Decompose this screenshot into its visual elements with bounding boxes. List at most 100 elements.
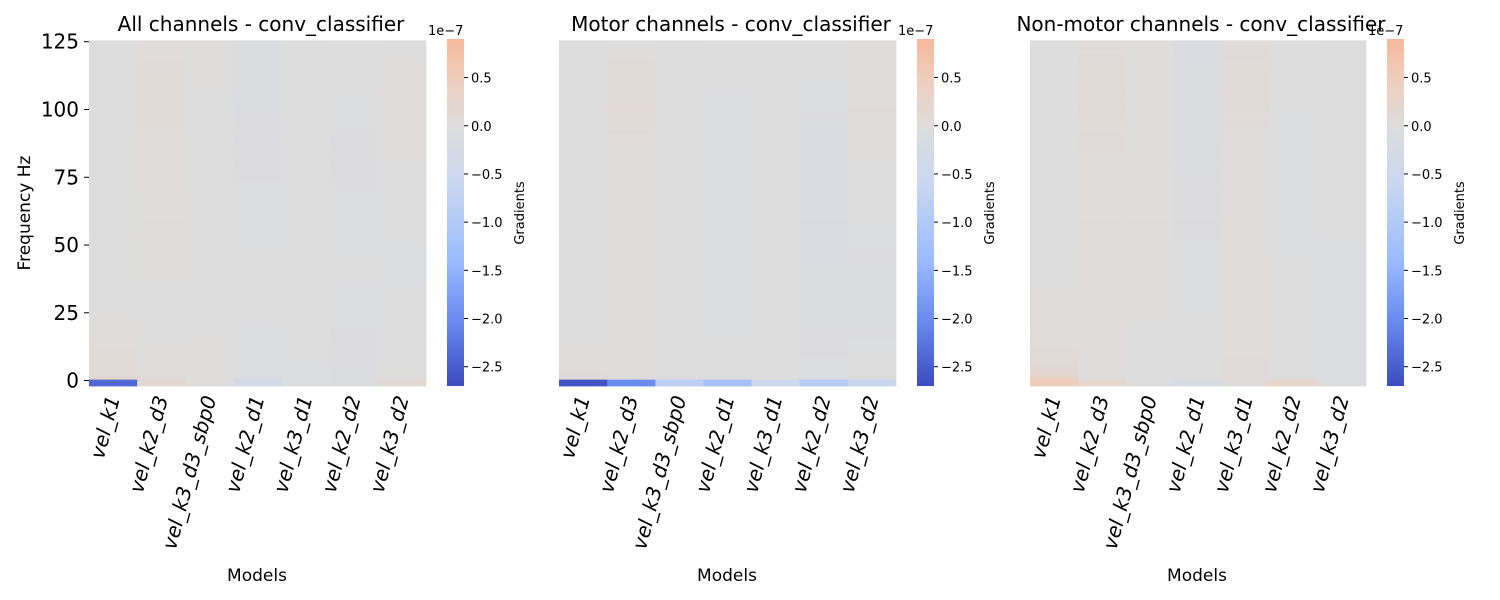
heatmap-cell <box>703 143 752 147</box>
heatmap-cell <box>1126 270 1175 274</box>
heatmap-cell <box>655 143 704 147</box>
heatmap-cell <box>607 300 656 304</box>
heatmap-cell <box>137 194 186 198</box>
heatmap-cell <box>1078 259 1127 264</box>
heatmap-cell <box>377 314 427 318</box>
heatmap-cell <box>233 238 282 242</box>
heatmap-cell <box>1078 70 1127 74</box>
heatmap-cell <box>1222 118 1271 123</box>
panel-title: All channels - conv_classifier <box>118 12 405 36</box>
heatmap-cell <box>329 221 379 226</box>
heatmap-cell <box>233 268 282 272</box>
heatmap-cell <box>1126 178 1175 182</box>
heatmap-cell <box>703 354 752 358</box>
heatmap-cell <box>799 254 849 258</box>
heatmap-cell <box>1126 135 1175 139</box>
heatmap-cell <box>1126 316 1175 320</box>
heatmap-cell <box>655 110 704 114</box>
heatmap-cell <box>1078 113 1127 117</box>
heatmap-cell <box>655 135 704 139</box>
heatmap-cell <box>185 352 234 356</box>
heatmap-cell <box>1126 268 1175 272</box>
heatmap-cell <box>655 246 704 250</box>
heatmap-cell <box>1030 184 1079 188</box>
heatmap-cell <box>377 100 427 104</box>
heatmap-cell <box>233 154 282 158</box>
heatmap-cell <box>89 360 138 364</box>
heatmap-cell <box>137 268 186 272</box>
heatmap-cell <box>847 373 897 377</box>
heatmap-cell <box>281 127 331 131</box>
heatmap-cell <box>1270 213 1319 217</box>
heatmap-cell <box>655 216 704 220</box>
heatmap-cell <box>1318 373 1367 377</box>
heatmap-cell <box>1078 53 1127 58</box>
heatmap-cell <box>1270 349 1319 353</box>
heatmap-cell <box>655 257 704 261</box>
heatmap-cell <box>185 216 234 220</box>
heatmap-cell <box>703 178 752 182</box>
heatmap-cell <box>703 319 752 323</box>
heatmap-cell <box>1174 186 1223 190</box>
heatmap-cell <box>1318 83 1367 87</box>
heatmap-cell <box>1126 116 1175 120</box>
heatmap-cell <box>799 360 849 364</box>
x-tick-label: vel_k2_d2 <box>787 393 836 495</box>
heatmap-cell <box>1030 156 1079 161</box>
heatmap-cell <box>329 200 379 204</box>
heatmap-cell <box>559 129 608 133</box>
heatmap-cell <box>137 273 186 277</box>
heatmap-cell <box>799 140 849 144</box>
heatmap-cell <box>751 100 801 104</box>
heatmap-cell <box>703 314 752 318</box>
heatmap-cell <box>137 314 186 318</box>
heatmap-cell <box>1078 143 1127 147</box>
heatmap-cell <box>185 89 234 93</box>
heatmap-cell <box>377 48 427 52</box>
heatmap-cell <box>847 124 897 128</box>
heatmap-cell <box>751 97 801 101</box>
heatmap-cell <box>281 135 331 139</box>
heatmap-cell <box>89 110 138 114</box>
colorbar-tick-label: −2.0 <box>471 313 503 328</box>
heatmap-cell <box>703 40 752 44</box>
heatmap-cell <box>1174 273 1223 277</box>
heatmap-cell <box>607 170 656 174</box>
heatmap-cell <box>847 154 897 158</box>
heatmap-cell <box>1030 48 1079 52</box>
heatmap-cell <box>847 151 897 155</box>
heatmap-cell <box>847 146 897 150</box>
heatmap-cell <box>751 362 801 367</box>
heatmap-cell <box>799 322 849 326</box>
heatmap-cell <box>799 51 849 55</box>
heatmap-cell <box>751 40 801 44</box>
heatmap-cell <box>233 184 282 188</box>
heatmap-cell <box>185 75 234 79</box>
heatmap-cell <box>1174 184 1223 188</box>
heatmap-cell <box>1270 200 1319 204</box>
heatmap-cell <box>799 151 849 155</box>
heatmap-cell <box>607 48 656 52</box>
heatmap-cell <box>1030 330 1079 334</box>
heatmap-cell <box>1270 140 1319 144</box>
heatmap-cell <box>281 371 331 375</box>
heatmap-cell <box>655 240 704 245</box>
heatmap-cell <box>1222 140 1271 144</box>
heatmap-cell <box>281 243 331 247</box>
heatmap-cell <box>655 156 704 161</box>
heatmap-cell <box>377 373 427 377</box>
heatmap-cell <box>185 238 234 242</box>
heatmap-cell <box>185 192 234 196</box>
heatmap-cell <box>655 292 704 296</box>
heatmap-cell <box>1078 314 1127 318</box>
heatmap-cell <box>559 287 608 291</box>
heatmap-cell <box>281 148 331 152</box>
colorbar-tick-label: −1.5 <box>1411 264 1443 279</box>
x-tick-label: vel_k2_d3 <box>1065 393 1114 495</box>
y-tick-label: 0 <box>66 369 79 393</box>
heatmap-cell <box>233 159 282 163</box>
heatmap-cell <box>751 121 801 125</box>
heatmap-cell <box>847 200 897 204</box>
heatmap-cell <box>137 376 186 380</box>
heatmap-cell <box>1174 121 1223 125</box>
